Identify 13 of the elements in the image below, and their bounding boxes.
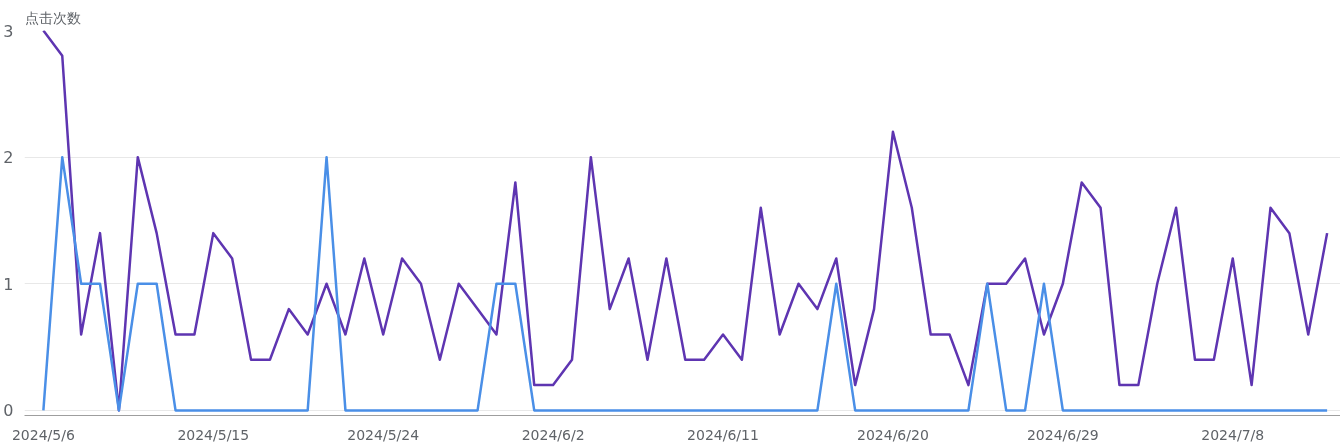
x-tick-label: 2024/5/15 [177, 426, 250, 443]
x-tick-label: 2024/7/8 [1201, 426, 1265, 443]
x-tick-label: 2024/5/24 [347, 426, 420, 443]
y-tick-label: 1 [3, 274, 14, 294]
y-tick-label: 3 [3, 21, 14, 41]
y-tick-label: 0 [3, 401, 14, 421]
x-tick-label: 2024/5/6 [11, 426, 75, 443]
x-tick-label: 2024/6/29 [1026, 426, 1099, 443]
x-tick-label: 2024/6/20 [857, 426, 929, 443]
x-tick-label: 2024/6/11 [687, 426, 759, 443]
y-tick-label: 2 [3, 148, 14, 168]
x-tick-label: 2024/6/2 [521, 426, 585, 443]
y-axis-title: 点击次数 [24, 9, 81, 26]
